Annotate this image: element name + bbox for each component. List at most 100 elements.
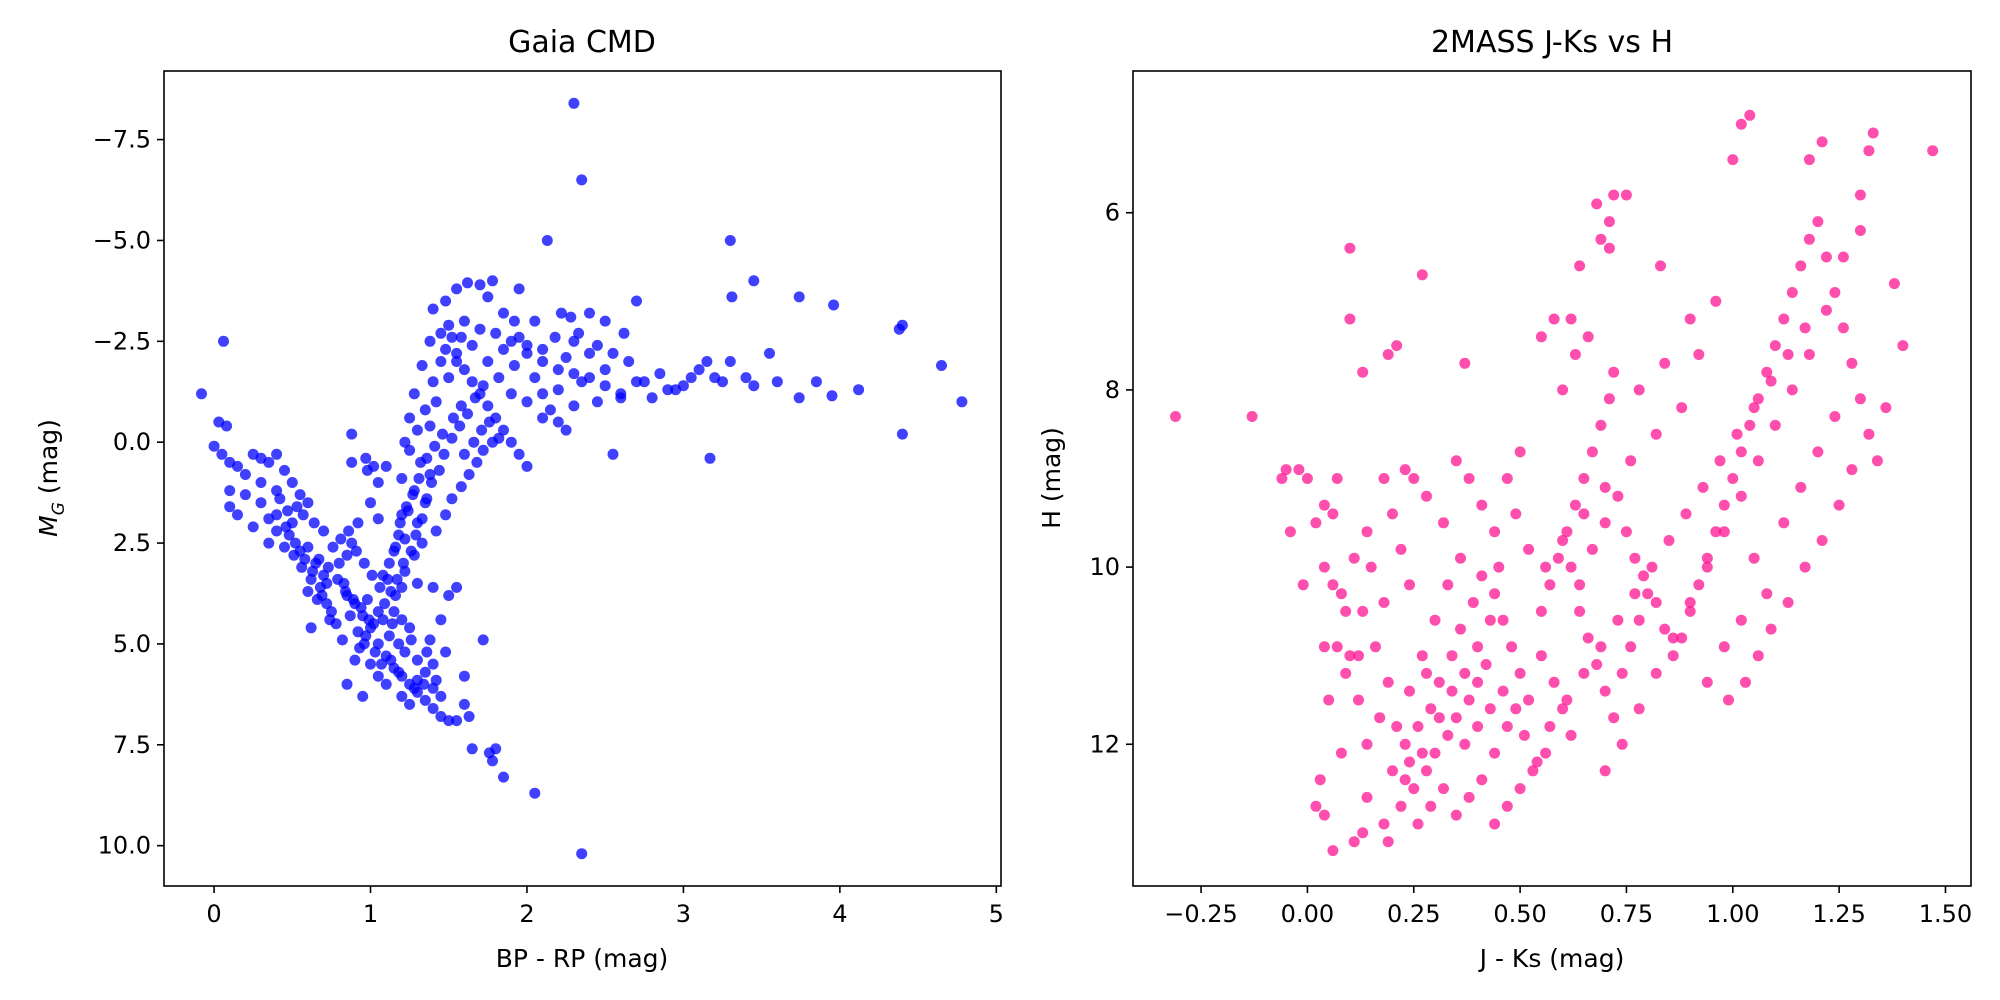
twomass-point-164 <box>1829 287 1841 298</box>
gaia-cmd-point-7 <box>828 299 840 311</box>
twomass-point-219 <box>1650 428 1662 440</box>
twomass-point-208 <box>1569 349 1581 360</box>
gaia-cmd-point-129 <box>424 634 436 646</box>
gaia-cmd-point-150 <box>346 456 358 468</box>
twomass-point-9 <box>1744 109 1756 121</box>
twomass-point-251 <box>1510 703 1522 715</box>
twomass-point-38 <box>1340 605 1352 617</box>
gaia-cmd-point-19 <box>724 356 736 367</box>
gaia-cmd-point-310 <box>421 646 433 658</box>
gaia-cmd-point-327 <box>537 343 549 355</box>
gaia-cmd-point-192 <box>424 420 436 432</box>
twomass-point-205 <box>1740 676 1751 688</box>
gaia-cmd-point-159 <box>411 424 423 436</box>
gaia-cmd-point-318 <box>305 573 317 585</box>
twomass-point-74 <box>1506 641 1518 653</box>
twomass-point-35 <box>1297 579 1309 591</box>
twomass-point-116 <box>1489 818 1501 830</box>
twomass-point-0 <box>1170 411 1181 422</box>
gaia-cmd-point-295 <box>401 501 412 513</box>
gaia-cmd-point-317 <box>311 594 323 605</box>
gaia-cmd-y-tick-label-3: 0.0 <box>113 428 151 456</box>
gaia-cmd-point-10 <box>893 323 905 335</box>
twomass-point-100 <box>1378 597 1390 608</box>
twomass-point-121 <box>1569 499 1581 511</box>
twomass-point-148 <box>1693 579 1705 591</box>
twomass-point-77 <box>1501 721 1513 732</box>
gaia-cmd-point-134 <box>451 581 463 593</box>
twomass-point-179 <box>1752 455 1764 467</box>
gaia-cmd-point-222 <box>438 448 450 460</box>
gaia-cmd-point-263 <box>318 525 330 537</box>
gaia-cmd-point-37 <box>474 279 486 291</box>
gaia-cmd-point-132 <box>427 581 439 593</box>
twomass-point-58 <box>1442 729 1454 741</box>
gaia-cmd-point-71 <box>279 464 290 476</box>
gaia-cmd-point-3 <box>724 235 736 246</box>
gaia-cmd-point-304 <box>376 658 387 670</box>
gaia-cmd-point-267 <box>282 505 294 517</box>
gaia-cmd-point-278 <box>717 376 728 388</box>
gaia-cmd-point-227 <box>410 529 422 541</box>
gaia-cmd-point-275 <box>654 368 666 380</box>
twomass-point-52 <box>1348 836 1360 848</box>
twomass-point-97 <box>1476 499 1488 511</box>
gaia-cmd-point-59 <box>216 448 228 460</box>
twomass-point-198 <box>1846 464 1858 476</box>
gaia-cmd-point-330 <box>591 339 603 351</box>
gaia-cmd-point-288 <box>455 400 467 412</box>
twomass-point-21 <box>1603 216 1615 228</box>
gaia-cmd-point-104 <box>463 711 475 722</box>
twomass-point-124 <box>1595 419 1607 431</box>
twomass-point-158 <box>1778 313 1790 325</box>
twomass-point-258 <box>1612 614 1624 626</box>
twomass-point-8 <box>1459 357 1471 369</box>
gaia-cmd-point-322 <box>271 509 283 521</box>
twomass-point-169 <box>1871 455 1883 467</box>
gaia-cmd-x-tick-label-2: 2 <box>519 900 534 928</box>
twomass-point-30 <box>1276 473 1288 484</box>
twomass-point-172 <box>1897 340 1909 352</box>
twomass-point-183 <box>1684 597 1696 608</box>
gaia-cmd-point-16 <box>826 390 838 402</box>
gaia-cmd-point-285 <box>493 372 505 384</box>
twomass-point-62 <box>1480 659 1492 670</box>
twomass-point-182 <box>1701 561 1713 573</box>
twomass-point-65 <box>1412 721 1424 732</box>
twomass-point-54 <box>1395 800 1407 812</box>
twomass-point-71 <box>1476 570 1488 582</box>
twomass-point-59 <box>1450 712 1462 724</box>
gaia-cmd-point-198 <box>360 452 372 464</box>
gaia-cmd-point-307 <box>408 682 420 694</box>
gaia-cmd-point-264 <box>308 517 320 529</box>
gaia-cmd-point-336 <box>416 360 428 371</box>
twomass-point-98 <box>1489 526 1501 538</box>
twomass-point-188 <box>1599 765 1611 777</box>
gaia-cmd-y-tick-label-6: 7.5 <box>113 731 151 759</box>
twomass-point-178 <box>1769 419 1781 431</box>
twomass-point-92 <box>1438 517 1449 529</box>
twomass-point-105 <box>1353 694 1364 706</box>
twomass-point-42 <box>1340 667 1352 679</box>
gaia-cmd-point-146 <box>365 497 376 509</box>
gaia-cmd-point-31 <box>537 356 549 367</box>
gaia-cmd-point-108 <box>341 678 353 690</box>
gaia-cmd-point-177 <box>552 416 564 428</box>
twomass-point-28 <box>1293 464 1305 476</box>
twomass-point-210 <box>1535 331 1547 343</box>
twomass-y-tick-label-0: 6 <box>1105 199 1120 227</box>
twomass-point-253 <box>1531 756 1543 768</box>
twomass-point-233 <box>1446 685 1458 697</box>
twomass-point-126 <box>1574 605 1586 617</box>
twomass-point-29 <box>1301 473 1313 484</box>
twomass-y-label: H (mag) <box>1037 427 1066 529</box>
twomass-point-89 <box>1429 614 1441 626</box>
gaia-cmd-point-225 <box>421 493 433 505</box>
twomass-point-196 <box>1812 446 1824 458</box>
gaia-cmd-y-label: MG (mag) <box>34 419 69 537</box>
twomass-point-102 <box>1382 676 1394 688</box>
gaia-cmd-point-231 <box>385 586 397 597</box>
gaia-cmd-point-273 <box>615 392 627 404</box>
gaia-cmd-point-271 <box>537 412 549 424</box>
